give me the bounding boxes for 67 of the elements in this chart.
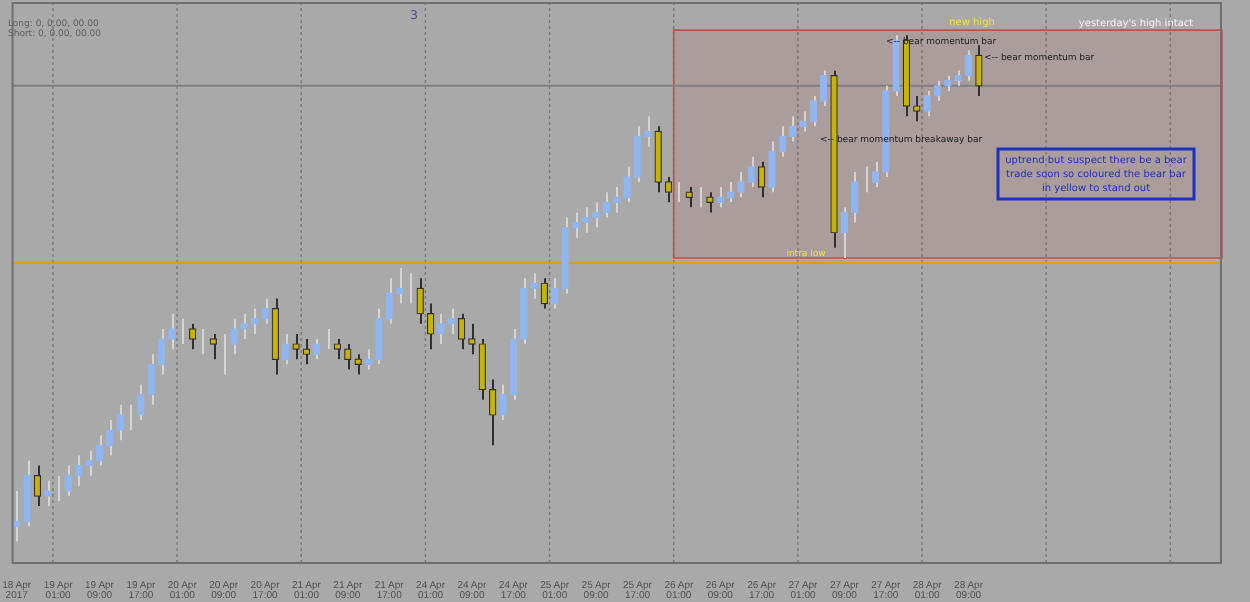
candlestick <box>106 419 114 457</box>
candlestick <box>582 206 590 234</box>
candlestick <box>737 170 745 199</box>
candlestick <box>809 94 818 128</box>
candlestick <box>385 277 393 325</box>
candlestick <box>364 348 373 371</box>
candlestick <box>13 489 21 543</box>
candlestick <box>540 277 549 310</box>
candlestick <box>571 211 580 239</box>
candlestick <box>168 312 176 351</box>
candlestick <box>975 44 983 97</box>
candlestick <box>85 449 93 477</box>
candlestick <box>302 338 311 366</box>
candlestick <box>747 155 755 189</box>
candlestick <box>623 165 631 204</box>
candlestick <box>592 201 600 229</box>
candlestick <box>840 206 849 259</box>
candlestick <box>871 160 880 189</box>
candlestick <box>478 338 486 401</box>
candlestick <box>706 191 714 214</box>
candlestick <box>313 338 321 361</box>
candlestick <box>602 191 611 219</box>
candlestick <box>344 343 352 371</box>
candlestick <box>395 267 404 305</box>
candlestick <box>685 186 693 209</box>
candlestick <box>426 302 435 351</box>
candlestick <box>95 434 104 467</box>
candlestick <box>851 170 859 224</box>
candlestick <box>157 327 166 376</box>
candlestick <box>292 332 300 361</box>
candlestick <box>457 312 466 351</box>
candlestick <box>437 312 445 346</box>
candlestick <box>137 383 145 422</box>
candlestick <box>188 322 197 351</box>
candlestick <box>716 186 724 209</box>
candlestick <box>251 307 259 335</box>
candlestick <box>551 277 559 310</box>
candlestick <box>778 125 786 158</box>
candlestick <box>416 277 424 325</box>
candlestick <box>75 454 83 487</box>
candlestick <box>468 322 476 356</box>
candlestick <box>726 181 735 204</box>
candlestick <box>354 353 362 376</box>
candlestick <box>375 307 383 366</box>
candlestick <box>933 79 942 103</box>
candlestick <box>44 479 52 508</box>
candlestick <box>820 69 828 108</box>
candlestick <box>923 89 931 118</box>
candlestick <box>913 94 921 123</box>
candlestick <box>116 403 124 442</box>
candlestick <box>664 175 673 204</box>
candlestick <box>209 332 217 361</box>
candlestick <box>757 160 766 199</box>
candlestick <box>633 125 642 184</box>
candlestick <box>964 49 973 82</box>
candlestick <box>147 353 155 406</box>
candlestick <box>789 115 797 143</box>
candlestick <box>64 464 73 497</box>
candlestick <box>33 464 42 508</box>
candlestick <box>333 338 342 361</box>
candlestick <box>613 186 621 214</box>
candlestick <box>240 312 248 340</box>
candlestick <box>488 378 497 447</box>
candlestick <box>447 307 455 335</box>
candlestick <box>282 332 290 366</box>
candlestick <box>23 459 31 528</box>
candlestick <box>644 115 652 148</box>
